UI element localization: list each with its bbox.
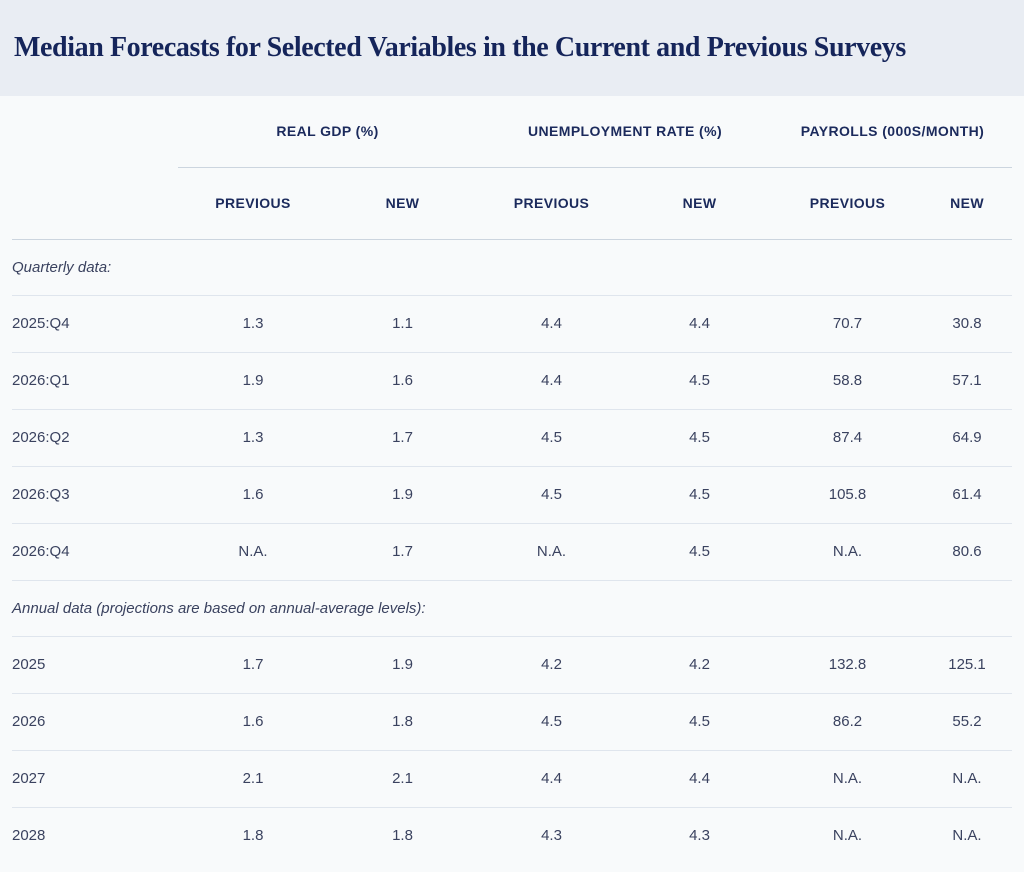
section-label: Annual data (projections are based on an… <box>12 580 1013 637</box>
value-cell: 4.5 <box>626 352 774 410</box>
value-cell: 4.5 <box>626 466 774 524</box>
value-cell: N.A. <box>832 827 863 845</box>
table-row-2026-q4: 2026:Q4 N.A. 1.7 N.A. 4.5 N.A. 80.6 <box>12 523 1013 581</box>
value-cell: 4.4 <box>626 295 774 353</box>
value-cell: 132.8 <box>773 636 923 694</box>
value-cell: 4.5 <box>477 466 627 524</box>
value-cell: 4.4 <box>477 295 627 353</box>
row-label: 2025:Q4 <box>12 295 178 353</box>
value-cell: 4.5 <box>626 523 774 581</box>
sub-corner-cell <box>12 167 178 240</box>
section-row-quarterly-data: Quarterly data: <box>12 239 1013 296</box>
value-cell: 4.5 <box>626 693 774 751</box>
value-cell: 1.8 <box>392 827 413 845</box>
corner-cell <box>12 96 178 167</box>
value-cell: 1.3 <box>178 295 328 353</box>
value-cell: 4.4 <box>477 750 627 808</box>
value-cell: N.A. <box>477 523 627 581</box>
value-cell: 1.3 <box>178 409 328 467</box>
value-cell: 4.3 <box>541 827 562 845</box>
value-cell: 1.7 <box>328 409 478 467</box>
table-row-2026-q3: 2026:Q3 1.6 1.9 4.5 4.5 105.8 61.4 <box>12 466 1013 524</box>
value-cell: 80.6 <box>922 523 1013 581</box>
value-cell: 4.5 <box>477 409 627 467</box>
value-cell: 57.1 <box>922 352 1013 410</box>
sub-header-previous-0: PREVIOUS <box>178 167 328 240</box>
section-label: Quarterly data: <box>12 239 1013 296</box>
value-cell: N.A. <box>922 750 1013 808</box>
value-cell: N.A. <box>773 523 923 581</box>
value-cell: 1.8 <box>242 827 264 845</box>
row-label: 2028 <box>12 827 46 845</box>
forecast-table: REAL GDP (%) UNEMPLOYMENT RATE (%) PAYROLL… <box>12 96 1013 864</box>
row-label: 2025 <box>12 636 178 694</box>
value-cell: 1.6 <box>178 466 328 524</box>
sub-header-previous-2: PREVIOUS <box>477 167 627 240</box>
sub-header-new-5: NEW <box>922 167 1013 240</box>
value-cell: N.A. <box>952 827 982 845</box>
row-label: 2026:Q1 <box>12 352 178 410</box>
table-row-2028: 2028 1.8 1.8 4.3 4.3 N.A. N.A. <box>12 807 1012 864</box>
row-label: 2026:Q4 <box>12 523 178 581</box>
value-cell: 1.7 <box>328 523 478 581</box>
value-cell: 2.1 <box>178 750 328 808</box>
sub-header-new-1: NEW <box>328 167 478 240</box>
value-cell: 1.6 <box>178 693 328 751</box>
value-cell: 58.8 <box>773 352 923 410</box>
value-cell: 1.9 <box>328 636 478 694</box>
table-row-2027: 2027 2.1 2.1 4.4 4.4 N.A. N.A. <box>12 750 1013 808</box>
value-cell: 4.4 <box>477 352 627 410</box>
row-label: 2026:Q3 <box>12 466 178 524</box>
value-cell: N.A. <box>773 750 923 808</box>
title-bar: Median Forecasts for Selected Variables … <box>0 0 1024 96</box>
value-cell: 86.2 <box>773 693 923 751</box>
table-row-2026-q2: 2026:Q2 1.3 1.7 4.5 4.5 87.4 64.9 <box>12 409 1013 467</box>
value-cell: 1.9 <box>328 466 478 524</box>
group-header-real-gdp: REAL GDP (%) <box>178 96 478 168</box>
table-row-2026-q1: 2026:Q1 1.9 1.6 4.4 4.5 58.8 57.1 <box>12 352 1013 410</box>
row-label: 2026 <box>12 693 178 751</box>
table-row-2026: 2026 1.6 1.8 4.5 4.5 86.2 55.2 <box>12 693 1013 751</box>
group-header-row: REAL GDP (%) UNEMPLOYMENT RATE (%) PAYROLL… <box>12 96 1013 168</box>
value-cell: 1.7 <box>178 636 328 694</box>
value-cell: 4.4 <box>626 750 774 808</box>
value-cell: 61.4 <box>922 466 1013 524</box>
sub-header-previous-4: PREVIOUS <box>773 167 923 240</box>
value-cell: 87.4 <box>773 409 923 467</box>
value-cell: 1.9 <box>178 352 328 410</box>
group-header-unemployment-rate: UNEMPLOYMENT RATE (%) <box>477 96 774 168</box>
value-cell: 1.1 <box>328 295 478 353</box>
value-cell: 1.8 <box>328 693 478 751</box>
value-cell: 55.2 <box>922 693 1013 751</box>
value-cell: 4.2 <box>626 636 774 694</box>
section-row-annual-data-projections-: Annual data (projections are based on an… <box>12 580 1013 637</box>
value-cell: 4.5 <box>626 409 774 467</box>
table-row-2025-q4: 2025:Q4 1.3 1.1 4.4 4.4 70.7 30.8 <box>12 295 1013 353</box>
table-head: REAL GDP (%) UNEMPLOYMENT RATE (%) PAYROLL… <box>12 96 1013 240</box>
value-cell: 125.1 <box>922 636 1013 694</box>
value-cell: 4.2 <box>477 636 627 694</box>
row-label: 2027 <box>12 750 178 808</box>
value-cell: N.A. <box>178 523 328 581</box>
table-body: Quarterly data: 2025:Q4 1.3 1.1 4.4 4.4 70.7 30… <box>12 239 1013 864</box>
value-cell: 4.3 <box>689 827 710 845</box>
table-row-2025: 2025 1.7 1.9 4.2 4.2 132.8 125.1 <box>12 636 1013 694</box>
value-cell: 64.9 <box>922 409 1013 467</box>
value-cell: 2.1 <box>328 750 478 808</box>
sub-header-new-3: NEW <box>626 167 774 240</box>
page-title: Median Forecasts for Selected Variables … <box>14 32 906 63</box>
value-cell: 1.6 <box>328 352 478 410</box>
value-cell: 70.7 <box>773 295 923 353</box>
value-cell: 105.8 <box>773 466 923 524</box>
forecast-table-section: REAL GDP (%) UNEMPLOYMENT RATE (%) PAYROLL… <box>0 96 1024 864</box>
value-cell: 30.8 <box>922 295 1013 353</box>
sub-header-row: PREVIOUS NEW PREVIOUS NEW PREVIOUS NEW <box>12 167 1013 240</box>
value-cell: 4.5 <box>477 693 627 751</box>
group-header-payrolls-000s-month: PAYROLLS (000S/MONTH) <box>773 96 1013 168</box>
row-label: 2026:Q2 <box>12 409 178 467</box>
